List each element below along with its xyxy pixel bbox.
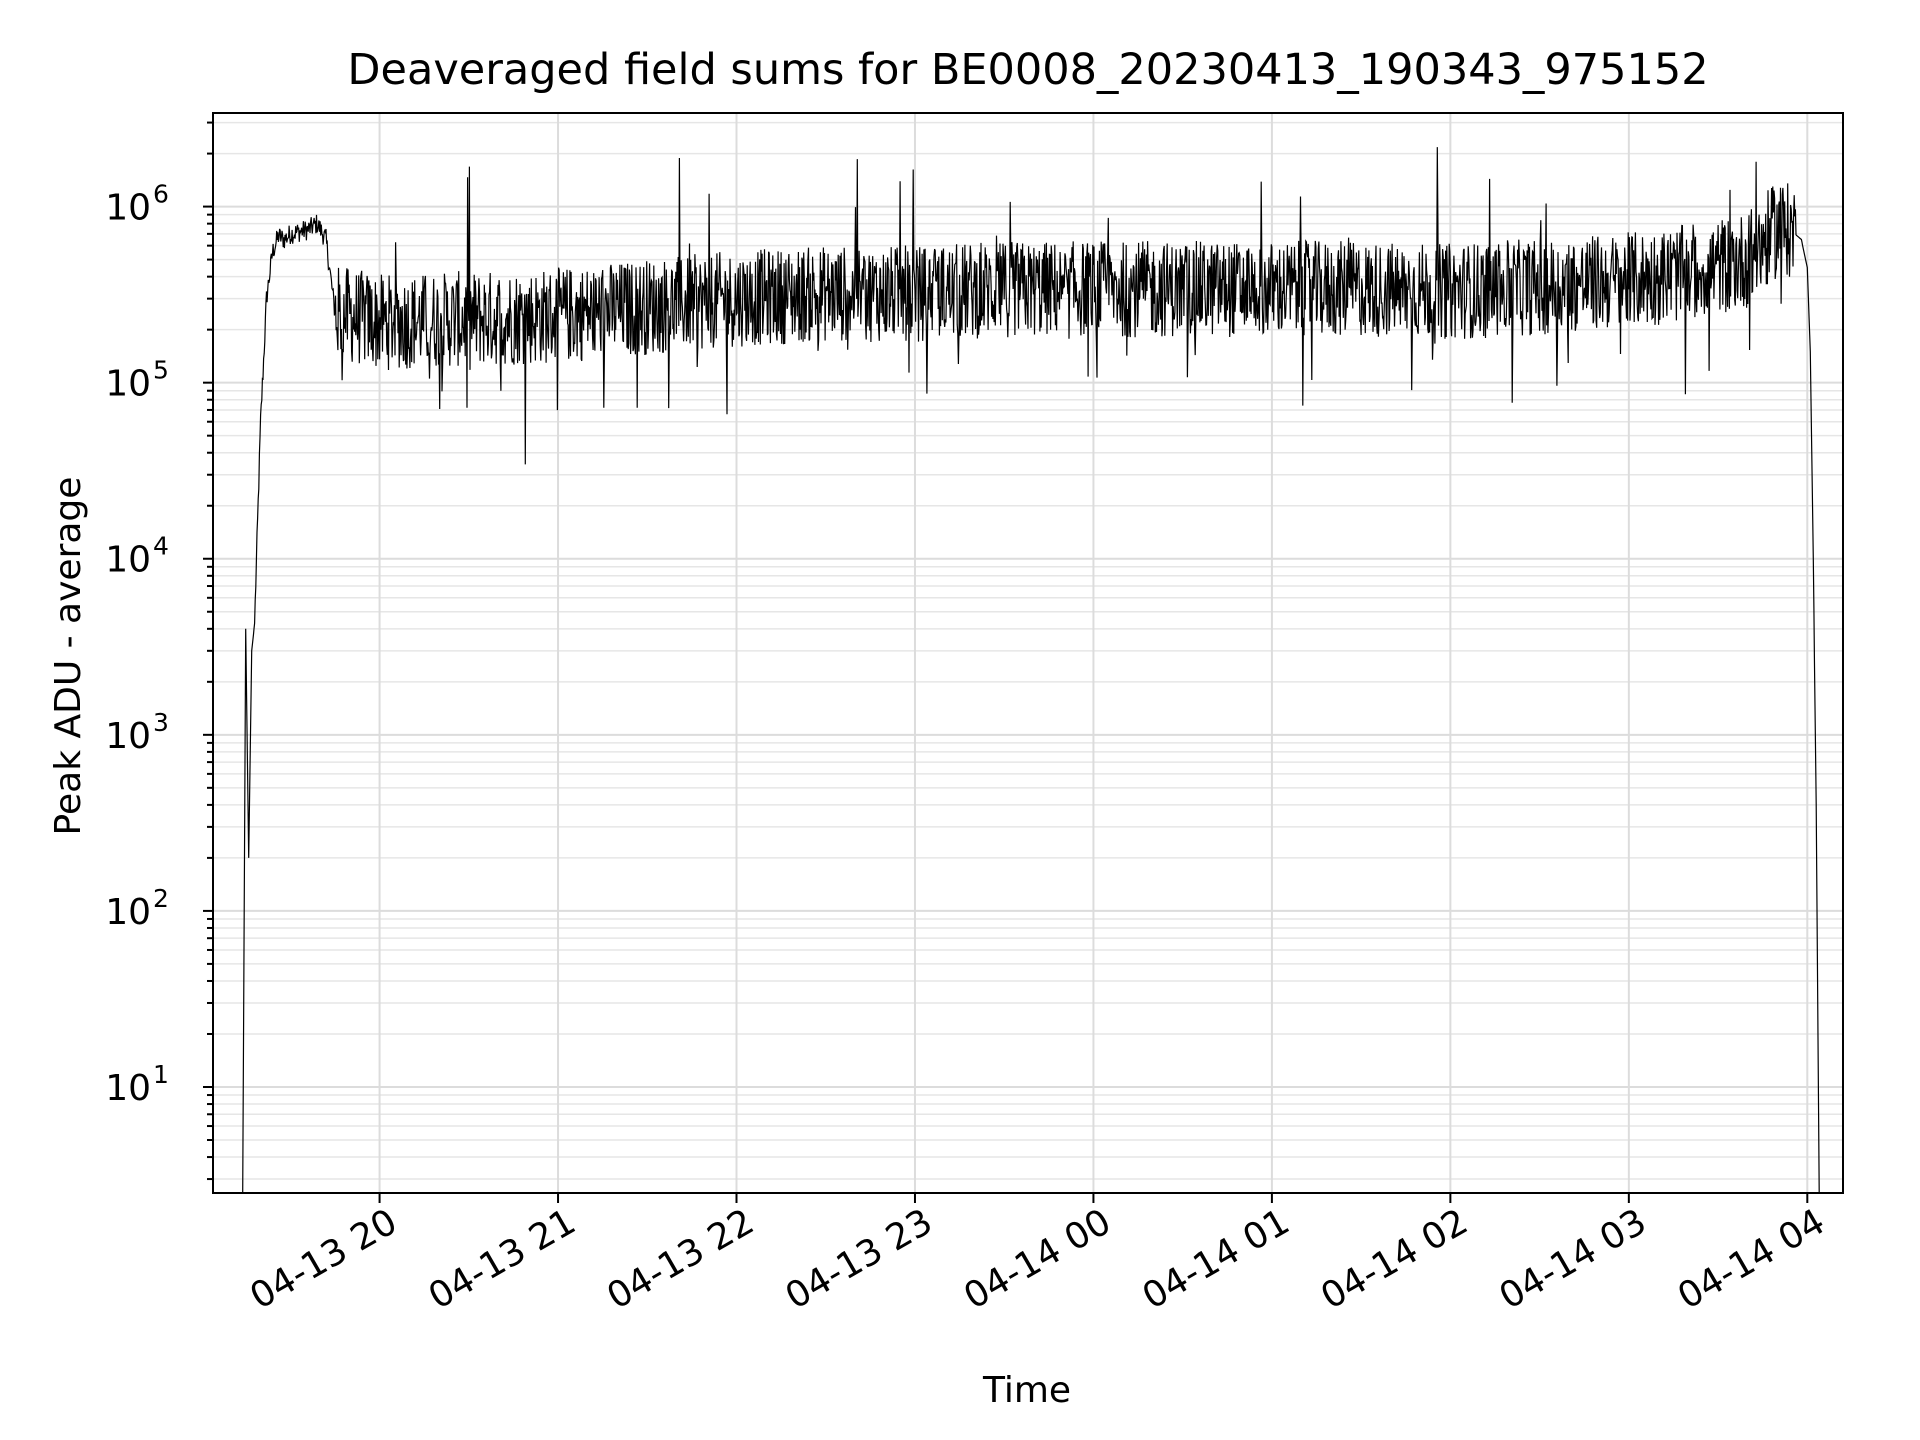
- x-axis-label: Time: [982, 1370, 1071, 1411]
- axes-frame: [212, 112, 1844, 1194]
- plot-area: [242, 147, 1823, 1193]
- chart-title: Deaveraged field sums for BE0008_2023041…: [347, 45, 1708, 95]
- y-axis-label: Peak ADU - average: [48, 477, 89, 836]
- y-tick-exponent: 5: [153, 356, 169, 385]
- y-tick-label: 10: [105, 716, 151, 757]
- y-tick-label: 10: [105, 188, 151, 229]
- series-line: [242, 147, 1823, 1193]
- y-tick-exponent: 4: [153, 532, 169, 561]
- y-tick-label: 10: [105, 1068, 151, 1109]
- y-tick-label: 10: [105, 892, 151, 933]
- y-tick-exponent: 3: [153, 708, 169, 737]
- y-tick-exponent: 6: [153, 180, 169, 209]
- y-tick-label: 10: [105, 364, 151, 405]
- y-tick-exponent: 2: [153, 884, 169, 913]
- y-tick-exponent: 1: [153, 1060, 169, 1089]
- y-tick-label: 10: [105, 540, 151, 581]
